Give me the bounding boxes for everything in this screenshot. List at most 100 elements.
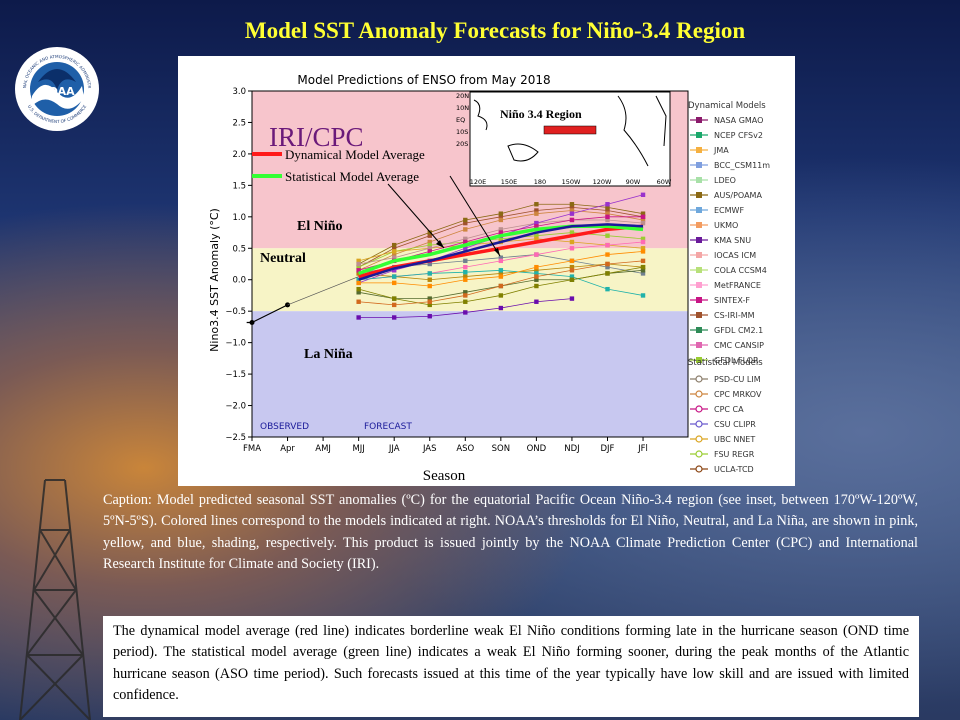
legend-marker: [696, 252, 702, 258]
inset-lon-label: 150E: [501, 178, 518, 186]
legend-label: AUS/POAMA: [714, 191, 762, 200]
y-tick-label: −1.0: [225, 339, 246, 349]
model-series-line-point: [640, 271, 646, 276]
inset-lon-label: 120W: [593, 178, 612, 186]
model-series-line-point: [427, 249, 432, 254]
legend-label: CMC CANSIP: [714, 341, 764, 350]
legend-marker: [695, 405, 703, 413]
model-series-line-point: [534, 271, 539, 276]
legend-marker: [696, 117, 702, 123]
model-series-line-point: [356, 258, 361, 264]
model-series-line-point: [498, 258, 504, 264]
y-tick-label: −2.5: [225, 433, 246, 443]
model-series-line-point: [463, 227, 468, 232]
y-tick-label: 1.0: [232, 213, 246, 223]
inset-lat-label: 20S: [456, 140, 468, 148]
model-series-line-point: [391, 274, 397, 279]
legend-label: UBC NNET: [714, 435, 755, 444]
model-series-line-point: [605, 214, 610, 220]
statistical-pointer-arrow: [449, 175, 501, 257]
la-nina-region: [252, 311, 688, 437]
legend-marker: [696, 267, 702, 273]
series-layer: [356, 192, 646, 320]
inset-lat-label: EQ: [456, 116, 465, 124]
statistical-legend: PSD-CU LIM CPC MRKOV CPC CA CSU CLIPR UBC NN…: [690, 375, 762, 474]
model-series-line-point: [463, 293, 468, 298]
model-series-line-point: [427, 283, 432, 289]
model-series-line-point: [427, 230, 432, 235]
model-series-line-point: [391, 252, 397, 257]
model-series-line-point: [569, 264, 575, 270]
dynamical-legend-title: Dynamical Models: [688, 101, 766, 111]
legend-label: BCC_CSM11m: [714, 161, 770, 170]
legend-marker: [695, 390, 703, 398]
model-series-line-point: [356, 261, 361, 267]
legend-marker: [696, 327, 702, 333]
inset-title: Niño 3.4 Region: [500, 107, 582, 121]
model-series-line-point: [569, 296, 575, 301]
x-tick-label: DJF: [601, 444, 615, 454]
model-series-line-point: [640, 258, 646, 264]
legend-label: NASA GMAO: [714, 116, 763, 125]
model-series-line-point: [640, 246, 646, 251]
averages-layer: [358, 223, 644, 281]
inset-lat-label: 10S: [456, 128, 468, 136]
x-tick-label: OND: [527, 444, 547, 454]
forecast-label: FORECAST: [364, 422, 412, 432]
model-series-line-point: [569, 246, 575, 251]
legend-marker: [696, 222, 702, 228]
y-tick-label: 3.0: [232, 87, 246, 97]
statistical-legend-title: Statistical Models: [688, 358, 763, 368]
dynamical-average-label: Dynamical Model Average: [285, 147, 425, 162]
model-series-line-point: [605, 211, 610, 216]
model-series-line-point: [356, 299, 361, 304]
model-series-line-point: [463, 258, 468, 264]
model-series-line-point: [391, 249, 397, 254]
legend-marker: [696, 177, 702, 183]
weather-tower-graphic: [19, 479, 91, 720]
legend-label: GFDL FLOR: [714, 356, 759, 365]
el-nino-label: El Niño: [297, 219, 343, 234]
x-tick-label: ASO: [456, 444, 474, 454]
model-series-line-point: [498, 227, 504, 232]
legend-marker: [696, 162, 702, 168]
inset-lon-label: 150W: [562, 178, 581, 186]
model-series-line-point: [534, 211, 539, 216]
model-series-line-point: [534, 283, 539, 289]
inset-lon-label: 60W: [657, 178, 672, 186]
model-series-line-point: [356, 290, 361, 295]
model-series-line-point: [569, 274, 575, 279]
legend-label: IOCAS ICM: [714, 251, 756, 260]
logo-text: NOAA: [39, 85, 75, 98]
chart-panel: 3.0 2.5 2.0 1.5 1.0 0.5 0.0 −0.5 −1.0 −1.5 −2.0 −2.…: [178, 56, 795, 486]
model-series-line-point: [356, 271, 361, 276]
model-series-line-point: [605, 233, 610, 238]
slide-title: Model SST Anomaly Forecasts for Niño-3.4…: [244, 18, 746, 43]
model-series-line-point: [498, 293, 504, 298]
model-series-line-point: [427, 239, 432, 245]
model-series-line-point: [463, 236, 468, 242]
legend-label: CPC MRKOV: [714, 390, 762, 399]
legend-label: ECMWF: [714, 206, 744, 215]
y-tick-label: −0.5: [225, 307, 246, 317]
model-series-line-point: [391, 296, 397, 301]
model-series-line-point: [534, 274, 539, 279]
plot-frame: [251, 90, 689, 438]
y-tick-label: 2.0: [232, 150, 246, 160]
model-series-line-point: [427, 302, 432, 308]
model-series-line-point: [569, 208, 575, 213]
model-series-line-point: [427, 314, 432, 319]
model-series-line-point: [356, 277, 361, 282]
model-series-line-point: [498, 214, 504, 220]
nino34-box: [543, 125, 597, 135]
model-series-line-point: [534, 208, 539, 213]
legend-marker: [696, 312, 702, 318]
model-series-line-point: [534, 268, 539, 273]
model-series-line-point: [463, 277, 468, 282]
inset-lat-labels: 20N 10N EQ 10S 20S: [456, 92, 469, 148]
model-series-line-point: [569, 268, 575, 273]
model-series-line-point: [569, 205, 575, 210]
model-series-line-point: [391, 315, 397, 320]
model-series-line-point: [640, 220, 646, 226]
